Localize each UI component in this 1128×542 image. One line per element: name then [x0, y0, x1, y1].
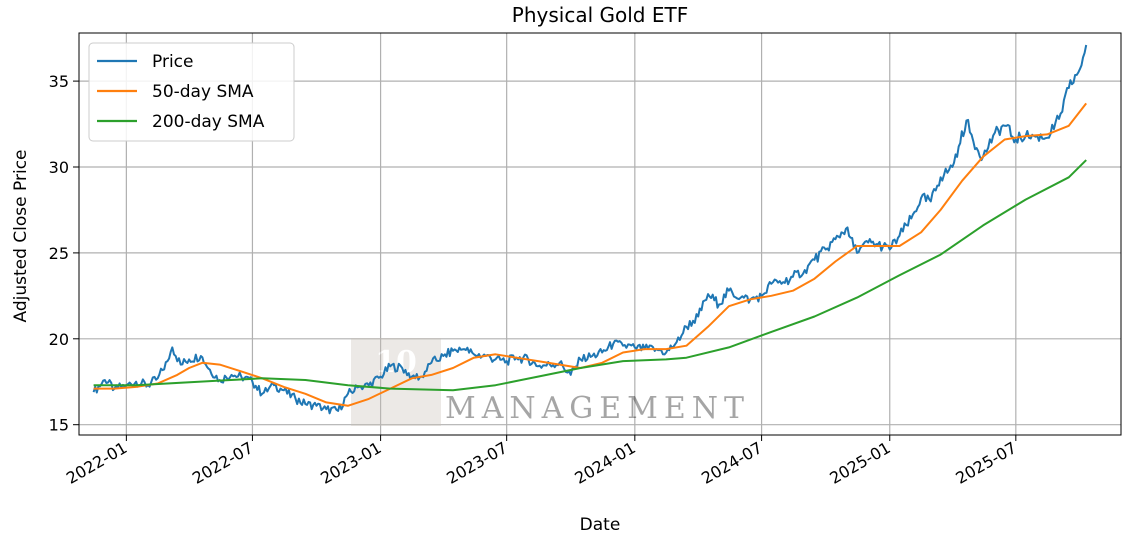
watermark-logo: 10 MANAGEMENT — [351, 338, 750, 426]
grid-lines — [79, 33, 1121, 435]
x-tick-label: 2023-07 — [443, 438, 510, 488]
x-tick-label: 2022-01 — [63, 438, 130, 488]
legend-box — [88, 42, 295, 142]
legend-label: 50-day SMA — [152, 82, 254, 102]
series-line-price — [92, 44, 1088, 415]
y-tick-label: 25 — [49, 244, 69, 263]
series-line-50-day-sma — [93, 102, 1087, 407]
y-tick-label: 20 — [49, 330, 69, 349]
x-axis-label: Date — [580, 515, 621, 535]
watermark-box — [351, 338, 441, 426]
x-tick-label: 2025-01 — [826, 438, 893, 488]
watermark-text: MANAGEMENT — [445, 391, 750, 426]
legend-label: Price — [152, 52, 193, 72]
x-tick-label: 2023-01 — [317, 438, 384, 488]
y-tick-label: 35 — [49, 72, 69, 91]
plot-frame — [78, 32, 1122, 436]
watermark-number: 10 — [375, 345, 417, 380]
series-layer — [92, 44, 1088, 415]
x-tick-label: 2024-07 — [698, 438, 765, 488]
x-tick-label: 2022-07 — [189, 438, 256, 488]
legend: Price 50-day SMA 200-day SMA — [88, 42, 295, 142]
x-tick-label: 2025-07 — [952, 438, 1019, 488]
y-axis-label: Adjusted Close Price — [11, 150, 31, 323]
y-tick-label: 15 — [49, 416, 69, 435]
x-tick-label: 2024-01 — [571, 438, 638, 488]
chart-title: Physical Gold ETF — [512, 3, 688, 27]
x-axis: 2022-01 2022-07 2023-01 2023-07 2024-01 2024-… — [63, 435, 1020, 488]
series-line-200-day-sma — [93, 159, 1087, 392]
legend-label: 200-day SMA — [152, 112, 265, 132]
y-axis: 15 20 25 30 35 — [49, 72, 79, 435]
y-tick-label: 30 — [49, 158, 69, 177]
